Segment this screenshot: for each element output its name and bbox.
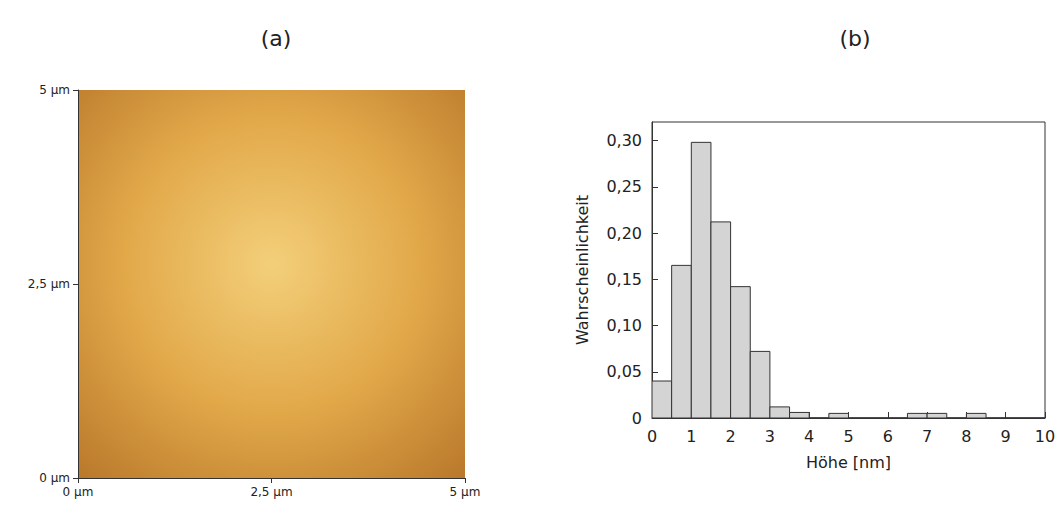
svg-text:1: 1 bbox=[686, 427, 696, 446]
svg-text:0,05: 0,05 bbox=[606, 362, 642, 381]
svg-text:6: 6 bbox=[883, 427, 893, 446]
svg-text:0: 0 bbox=[632, 409, 642, 428]
svg-text:0,20: 0,20 bbox=[606, 224, 642, 243]
svg-text:2: 2 bbox=[726, 427, 736, 446]
svg-text:9: 9 bbox=[1001, 427, 1011, 446]
svg-text:0,15: 0,15 bbox=[606, 270, 642, 289]
svg-text:0,10: 0,10 bbox=[606, 316, 642, 335]
svg-text:0 µm: 0 µm bbox=[39, 471, 70, 485]
svg-text:2,5 µm: 2,5 µm bbox=[250, 485, 292, 499]
svg-text:2,5 µm: 2,5 µm bbox=[28, 277, 70, 291]
svg-text:0 µm: 0 µm bbox=[63, 485, 94, 499]
svg-text:0,25: 0,25 bbox=[606, 177, 642, 196]
svg-text:7: 7 bbox=[922, 427, 932, 446]
svg-text:Wahrscheinlichkeit: Wahrscheinlichkeit bbox=[573, 195, 592, 345]
svg-text:0,30: 0,30 bbox=[606, 131, 642, 150]
svg-text:Höhe [nm]: Höhe [nm] bbox=[806, 453, 891, 472]
svg-text:(a): (a) bbox=[261, 26, 292, 51]
svg-text:0: 0 bbox=[647, 427, 657, 446]
svg-text:8: 8 bbox=[961, 427, 971, 446]
svg-text:4: 4 bbox=[804, 427, 814, 446]
svg-text:3: 3 bbox=[765, 427, 775, 446]
svg-text:5: 5 bbox=[843, 427, 853, 446]
svg-text:(b): (b) bbox=[839, 26, 870, 51]
svg-text:5 µm: 5 µm bbox=[39, 83, 70, 97]
svg-text:10: 10 bbox=[1035, 427, 1055, 446]
svg-text:5 µm: 5 µm bbox=[450, 485, 481, 499]
